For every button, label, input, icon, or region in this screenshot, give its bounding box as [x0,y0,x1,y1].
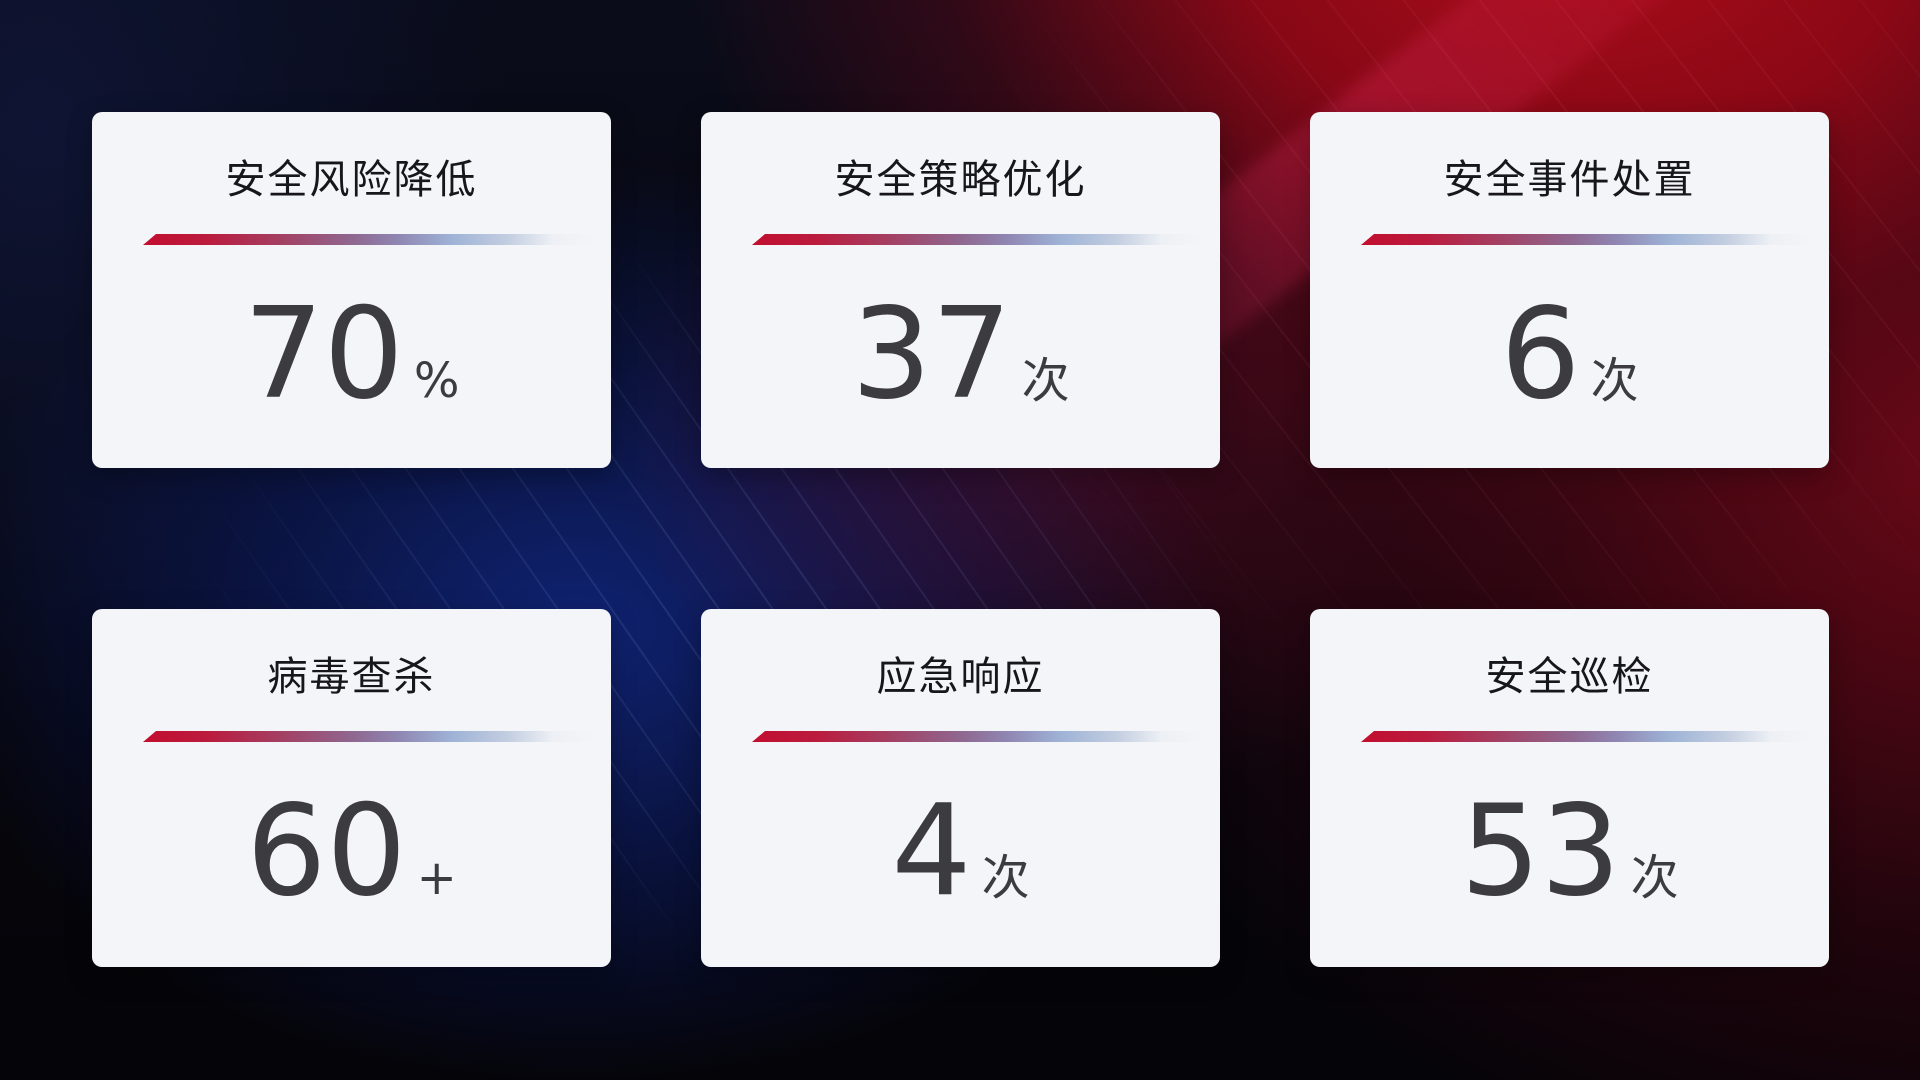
stat-card-security-inspection: 安全巡检 53 次 [1310,609,1829,967]
stat-card-incident-handling: 安全事件处置 6 次 [1310,112,1829,468]
stat-card-policy-optimization: 安全策略优化 37 次 [701,112,1220,468]
card-title: 应急响应 [876,654,1045,700]
accent-divider [1361,731,1816,742]
accent-divider [143,234,598,245]
card-title: 安全巡检 [1485,654,1654,700]
stat-unit: 次 [981,850,1030,906]
stat-value: 70 [243,280,404,427]
stat-value-row: 37 次 [701,291,1220,417]
stat-unit: + [416,850,457,906]
stat-unit: 次 [1021,353,1070,409]
card-title: 病毒查杀 [267,654,436,700]
stats-grid: 安全风险降低 70 % 安全策略优化 37 次 安全事件处置 6 次 病毒查杀 … [92,112,1829,967]
stat-value-row: 70 % [92,291,611,417]
stat-value-row: 4 次 [701,788,1220,914]
accent-divider [143,731,598,742]
card-title: 安全事件处置 [1443,157,1696,203]
stat-card-emergency-response: 应急响应 4 次 [701,609,1220,967]
accent-divider [1361,234,1816,245]
stat-value: 4 [891,777,972,924]
stat-value: 53 [1460,777,1621,924]
stat-unit: % [413,353,460,409]
stat-card-risk-reduction: 安全风险降低 70 % [92,112,611,468]
accent-divider [752,234,1207,245]
stat-value: 37 [851,280,1012,427]
stat-card-virus-scan: 病毒查杀 60 + [92,609,611,967]
stat-value: 6 [1500,280,1581,427]
stat-unit: 次 [1630,850,1679,906]
stat-value-row: 53 次 [1310,788,1829,914]
card-title: 安全风险降低 [225,157,478,203]
card-title: 安全策略优化 [834,157,1087,203]
stat-value-row: 60 + [92,788,611,914]
stat-value-row: 6 次 [1310,291,1829,417]
accent-divider [752,731,1207,742]
stat-unit: 次 [1590,353,1639,409]
stat-value: 60 [246,777,407,924]
